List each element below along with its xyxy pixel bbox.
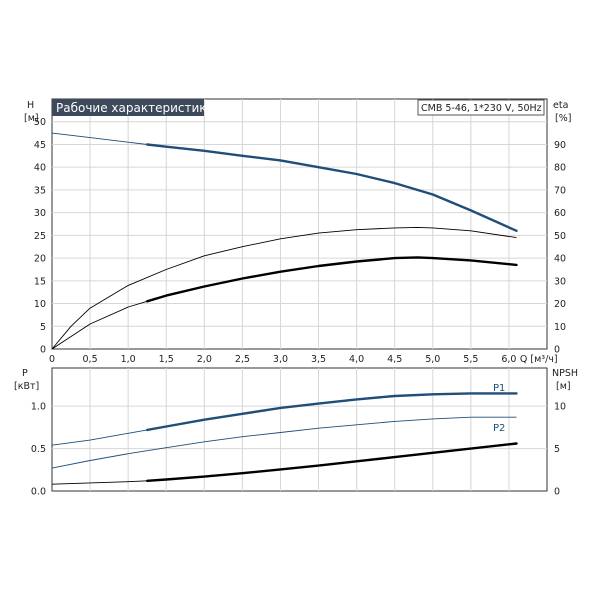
x-tick-label: 1,5 <box>159 354 174 365</box>
x-tick-label: 3,0 <box>273 354 288 365</box>
y-left-tick-label: 20 <box>34 254 46 265</box>
y-right-tick-label: 0 <box>554 345 560 356</box>
y-right-tick-label: 10 <box>554 402 566 413</box>
y-left-tick-label: 40 <box>34 163 46 174</box>
series-label-p2: P2 <box>493 423 505 434</box>
y-right-tick-label: 0 <box>554 487 560 498</box>
series-line-2-2 <box>51 416 517 469</box>
y-left-tick-label: 45 <box>34 140 46 151</box>
y-right-tick-label: 70 <box>554 185 566 196</box>
y-left-tick-label: 35 <box>34 185 46 196</box>
y-right-tick-label: 30 <box>554 276 566 287</box>
model-label-box <box>417 99 545 116</box>
series-line-2-3 <box>51 443 517 485</box>
lower-plot-frame <box>51 367 548 492</box>
x-tick-label: 0,5 <box>83 354 98 365</box>
x-tick-label: 5,5 <box>463 354 478 365</box>
y-right-tick-label: 40 <box>554 254 566 265</box>
y-left-tick-label: 0.0 <box>31 487 46 498</box>
series-line-1-3-duty-range <box>145 256 518 303</box>
y-left-axis-unit: [м] <box>24 113 39 124</box>
chart-title: Рабочие характеристики <box>56 101 214 115</box>
npsh-axis-label: NPSH <box>552 368 578 379</box>
y-right-tick-label: 20 <box>554 299 566 310</box>
y-right-tick-label: 60 <box>554 208 566 219</box>
series-label-p1: P1 <box>493 383 505 394</box>
series-line-2-1-duty-range <box>145 392 518 432</box>
x-tick-label: 1,0 <box>121 354 136 365</box>
x-tick-label: 2,0 <box>197 354 212 365</box>
series-layer <box>51 132 518 485</box>
power-axis-unit: [кВт] <box>14 381 39 392</box>
y-left-axis-label: H <box>27 100 34 111</box>
series-line-2-1 <box>51 392 517 446</box>
y-left-tick-label: 10 <box>34 299 46 310</box>
y-right-tick-label: 80 <box>554 163 566 174</box>
model-label: CMB 5-46, 1*230 V, 50Hz <box>421 103 542 114</box>
npsh-axis-unit: [м] <box>556 381 571 392</box>
y-left-tick-label: 15 <box>34 276 46 287</box>
y-right-tick-label: 90 <box>554 140 566 151</box>
y-left-tick-label: 1.0 <box>31 402 46 413</box>
x-tick-label: 4,0 <box>349 354 364 365</box>
x-axis-label: Q [м³/ч] <box>520 354 558 365</box>
y-right-tick-label: 50 <box>554 231 566 242</box>
y-left-tick-label: 50 <box>34 117 46 128</box>
upper-plot-frame <box>51 98 548 350</box>
y-left-tick-label: 30 <box>34 208 46 219</box>
series-line-1-1-duty-range <box>145 143 518 233</box>
tick-labels: 0510152025303540455001020304050607080900… <box>31 117 566 497</box>
x-tick-label: 5,0 <box>425 354 440 365</box>
grid-layer <box>52 99 547 491</box>
y-left-tick-label: 0.5 <box>31 444 46 455</box>
y-left-tick-label: 5 <box>40 322 46 333</box>
x-tick-label: 6,0 <box>501 354 516 365</box>
series-line-2-3-duty-range <box>145 442 518 482</box>
y-left-tick-label: 0 <box>40 345 46 356</box>
y-right-tick-label: 5 <box>554 444 560 455</box>
y-right-axis-unit: [%] <box>555 113 571 124</box>
x-tick-label: 3,5 <box>311 354 326 365</box>
series-line-1-2 <box>51 226 517 350</box>
x-tick-label: 0 <box>49 354 55 365</box>
power-axis-label: P <box>22 368 28 379</box>
y-left-tick-label: 25 <box>34 231 46 242</box>
y-right-axis-label: eta <box>553 100 568 111</box>
title-band <box>52 99 204 116</box>
x-tick-label: 4,5 <box>387 354 402 365</box>
y-right-tick-label: 10 <box>554 322 566 333</box>
x-tick-label: 2,5 <box>235 354 250 365</box>
series-line-1-1 <box>51 132 517 232</box>
